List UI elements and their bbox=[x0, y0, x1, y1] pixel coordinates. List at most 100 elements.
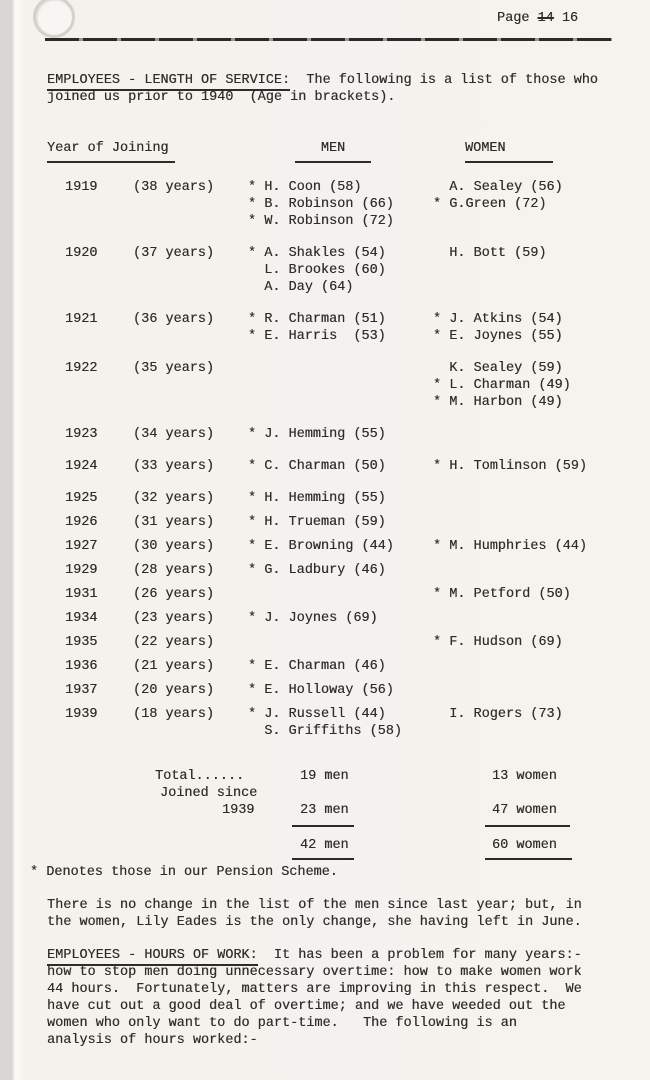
age-cell: (20 years) bbox=[133, 683, 215, 698]
service-row: 1926 (31 years) * H. Trueman (59) bbox=[65, 514, 635, 531]
year-cell: 1921 bbox=[65, 312, 98, 327]
service-row: 1934 (23 years) * J. Joynes (69) bbox=[65, 610, 635, 627]
men-cell: * E. Charman (46) bbox=[248, 659, 386, 674]
column-underline bbox=[47, 161, 175, 163]
year-cell: 1919 bbox=[65, 180, 98, 195]
paragraph-line: analysis of hours worked:- bbox=[47, 1033, 258, 1048]
service-row: 1922 (35 years) K. Sealey (59) * L. Charm… bbox=[65, 360, 635, 411]
age-cell: (35 years) bbox=[133, 361, 215, 376]
service-table-body: 1919 (38 years) * H. Coon (58) * B. Robins… bbox=[65, 179, 635, 747]
section-hours-of-work: EMPLOYEES - HOURS OF WORK: It has been a… bbox=[47, 947, 582, 1049]
women-cell: I. Rogers (73) bbox=[433, 707, 563, 722]
year-cell: 1924 bbox=[65, 459, 98, 474]
year-cell: 1926 bbox=[65, 515, 98, 530]
men-cell: * E. Browning (44) bbox=[248, 539, 394, 554]
column-header-men: MEN bbox=[295, 140, 371, 163]
grand-total-women: 60 women bbox=[492, 838, 557, 853]
age-cell: (26 years) bbox=[133, 587, 215, 602]
totals-women: 13 women bbox=[492, 769, 557, 784]
since-women: 47 women bbox=[492, 803, 557, 818]
service-row: 1929 (28 years) * G. Ladbury (46) bbox=[65, 562, 635, 579]
year-cell: 1922 bbox=[65, 361, 98, 376]
year-cell: 1935 bbox=[65, 635, 98, 650]
men-cell: * J. Hemming (55) bbox=[248, 427, 386, 442]
women-cell: * F. Hudson (69) bbox=[433, 635, 563, 650]
service-row: 1921 (36 years) * R. Charman (51) * E. Har… bbox=[65, 311, 635, 345]
section-intro-line2: joined us prior to 1940 (Age in brackets… bbox=[47, 90, 396, 105]
pension-footnote: * Denotes those in our Pension Scheme. bbox=[30, 865, 338, 880]
women-cell: * M. Humphries (44) bbox=[433, 539, 587, 554]
page-number: Page 14 16 bbox=[497, 10, 578, 27]
grand-rule-women bbox=[485, 858, 572, 860]
grand-rule-men bbox=[292, 858, 354, 860]
age-cell: (32 years) bbox=[133, 491, 215, 506]
section-intro: It has been a problem for many years:- bbox=[257, 948, 582, 963]
paragraph-line: have cut out a good deal of overtime; an… bbox=[47, 999, 566, 1014]
paragraph-line: how to stop men doing unnecessary overti… bbox=[47, 965, 582, 980]
paragraph-line: There is no change in the list of the me… bbox=[47, 898, 582, 913]
men-cell: * E. Holloway (56) bbox=[248, 683, 394, 698]
women-cell: H. Bott (59) bbox=[433, 246, 547, 261]
men-cell: * A. Shakles (54) L. Brookes (60) A. Day… bbox=[248, 246, 386, 295]
year-cell: 1920 bbox=[65, 246, 98, 261]
section-title-line: EMPLOYEES - HOURS OF WORK: It has been a… bbox=[47, 947, 582, 966]
age-cell: (22 years) bbox=[133, 635, 215, 650]
service-row: 1927 (30 years) * E. Browning (44) * M. Hum… bbox=[65, 538, 635, 555]
service-row: 1939 (18 years) * J. Russell (44) S. Griff… bbox=[65, 706, 635, 740]
men-cell: * J. Russell (44) S. Griffiths (58) bbox=[248, 707, 402, 739]
sum-rule-women bbox=[485, 825, 570, 827]
totals-men: 19 men bbox=[300, 769, 349, 784]
year-cell: 1937 bbox=[65, 683, 98, 698]
service-row: 1923 (34 years) * J. Hemming (55) bbox=[65, 426, 635, 443]
punch-hole bbox=[33, 0, 75, 38]
column-underline bbox=[295, 161, 371, 163]
since-men: 23 men bbox=[300, 803, 349, 818]
paragraph-line: 44 hours. Fortunately, matters are impro… bbox=[47, 982, 582, 997]
men-cell: * H. Trueman (59) bbox=[248, 515, 386, 530]
age-cell: (23 years) bbox=[133, 611, 215, 626]
men-cell: * C. Charman (50) bbox=[248, 459, 386, 474]
service-row: 1919 (38 years) * H. Coon (58) * B. Robins… bbox=[65, 179, 635, 230]
age-cell: (34 years) bbox=[133, 427, 215, 442]
men-cell: * G. Ladbury (46) bbox=[248, 563, 386, 578]
men-cell: * R. Charman (51) * E. Harris (53) bbox=[248, 312, 386, 344]
age-cell: (38 years) bbox=[133, 180, 215, 195]
no-change-paragraph: There is no change in the list of the me… bbox=[47, 897, 582, 931]
service-row: 1937 (20 years) * E. Holloway (56) bbox=[65, 682, 635, 699]
service-row: 1931 (26 years) * M. Petford (50) bbox=[65, 586, 635, 603]
header-divider bbox=[45, 38, 612, 41]
section-title-line: EMPLOYEES - LENGTH OF SERVICE: The follo… bbox=[47, 72, 598, 91]
page-label: Page bbox=[497, 11, 530, 26]
section-intro: The following is a list of those who bbox=[290, 73, 598, 88]
paragraph-line: women who only want to do part-time. The… bbox=[47, 1016, 517, 1031]
grand-total-men: 42 men bbox=[300, 838, 349, 853]
year-cell: 1929 bbox=[65, 563, 98, 578]
year-cell: 1939 bbox=[65, 707, 98, 722]
women-cell: K. Sealey (59) * L. Charman (49) * M. Ha… bbox=[433, 361, 571, 410]
age-cell: (18 years) bbox=[133, 707, 215, 722]
year-cell: 1936 bbox=[65, 659, 98, 674]
age-cell: (37 years) bbox=[133, 246, 215, 261]
age-cell: (28 years) bbox=[133, 563, 215, 578]
section-heading: EMPLOYEES - HOURS OF WORK: bbox=[47, 948, 258, 966]
women-cell: * H. Tomlinson (59) bbox=[433, 459, 587, 474]
women-cell: * J. Atkins (54) * E. Joynes (55) bbox=[433, 312, 563, 344]
sum-rule-men bbox=[292, 825, 354, 827]
year-cell: 1923 bbox=[65, 427, 98, 442]
service-row: 1936 (21 years) * E. Charman (46) bbox=[65, 658, 635, 675]
totals-label: Total...... bbox=[155, 769, 245, 784]
service-row: 1935 (22 years) * F. Hudson (69) bbox=[65, 634, 635, 651]
service-row: 1924 (33 years) * C. Charman (50) * H. Toml… bbox=[65, 458, 635, 475]
age-cell: (31 years) bbox=[133, 515, 215, 530]
men-cell: * H. Hemming (55) bbox=[248, 491, 386, 506]
women-cell: A. Sealey (56) * G.Green (72) bbox=[433, 180, 563, 212]
column-underline bbox=[465, 161, 553, 163]
page-number-current: 16 bbox=[561, 11, 579, 26]
joined-since-label: Joined since bbox=[160, 786, 258, 801]
women-cell: * M. Petford (50) bbox=[433, 587, 571, 602]
age-cell: (30 years) bbox=[133, 539, 215, 554]
joined-since-year: 1939 bbox=[222, 803, 255, 818]
year-cell: 1934 bbox=[65, 611, 98, 626]
men-cell: * J. Joynes (69) bbox=[248, 611, 378, 626]
year-cell: 1925 bbox=[65, 491, 98, 506]
